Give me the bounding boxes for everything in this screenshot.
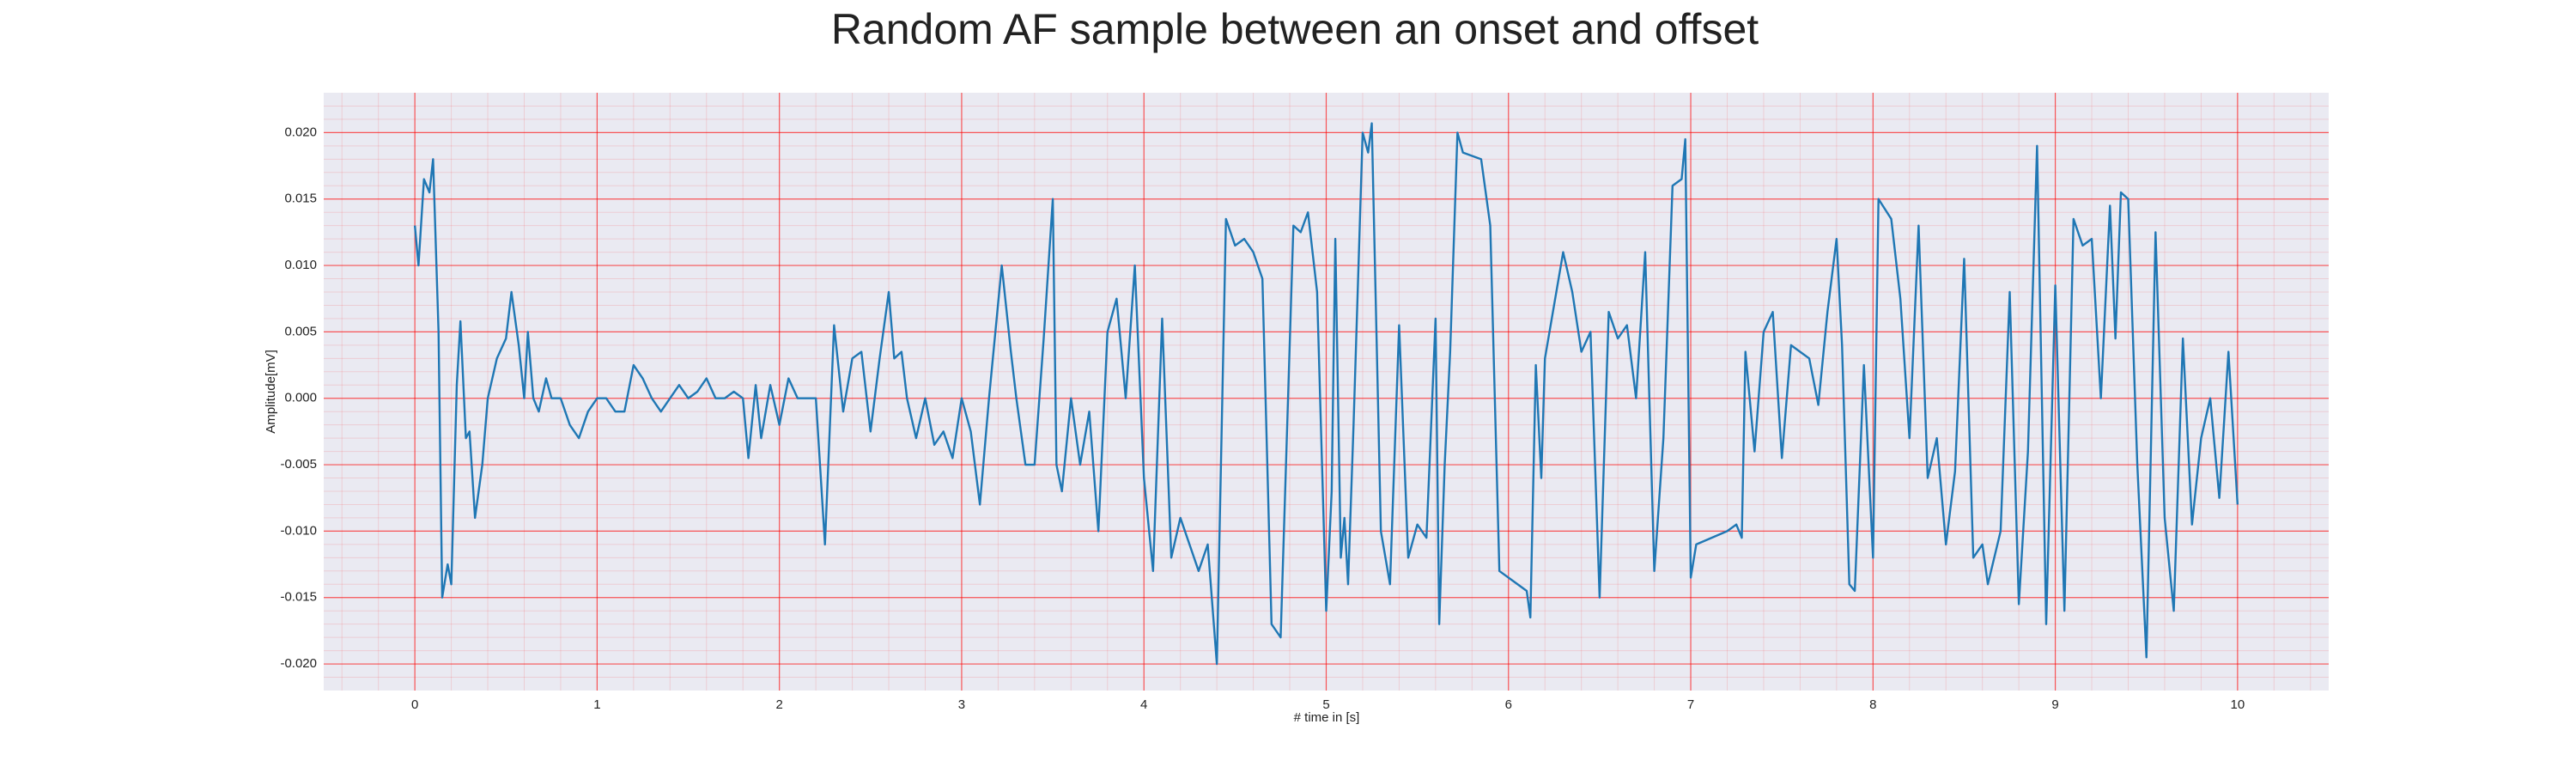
x-tick-label: 5 <box>1322 697 1329 712</box>
x-tick-label: 10 <box>2231 697 2245 712</box>
x-tick-label: 1 <box>593 697 600 712</box>
y-tick-label: -0.020 <box>280 656 317 671</box>
x-tick-label: 2 <box>776 697 783 712</box>
y-tick-label: 0.005 <box>284 324 317 338</box>
x-tick-label: 0 <box>411 697 418 712</box>
chart-title: Random AF sample between an onset and of… <box>831 5 1759 53</box>
y-tick-label: -0.015 <box>280 590 317 605</box>
y-tick-label: -0.010 <box>280 523 317 538</box>
x-tick-label: 7 <box>1687 697 1694 712</box>
y-tick-label: 0.010 <box>284 258 317 272</box>
x-tick-label: 4 <box>1140 697 1147 712</box>
x-tick-label: 6 <box>1505 697 1512 712</box>
y-tick-label: 0.020 <box>284 125 317 139</box>
y-axis-label: Amplitude[mV] <box>264 350 278 434</box>
y-tick-label: 0.015 <box>284 192 317 206</box>
x-tick-label: 9 <box>2051 697 2058 712</box>
y-tick-label: 0.000 <box>284 391 317 405</box>
y-tick-label: -0.005 <box>280 457 317 472</box>
x-tick-label: 8 <box>1869 697 1876 712</box>
x-axis-label: # time in [s] <box>1294 710 1360 725</box>
x-tick-label: 3 <box>958 697 965 712</box>
line-series <box>413 122 2239 666</box>
